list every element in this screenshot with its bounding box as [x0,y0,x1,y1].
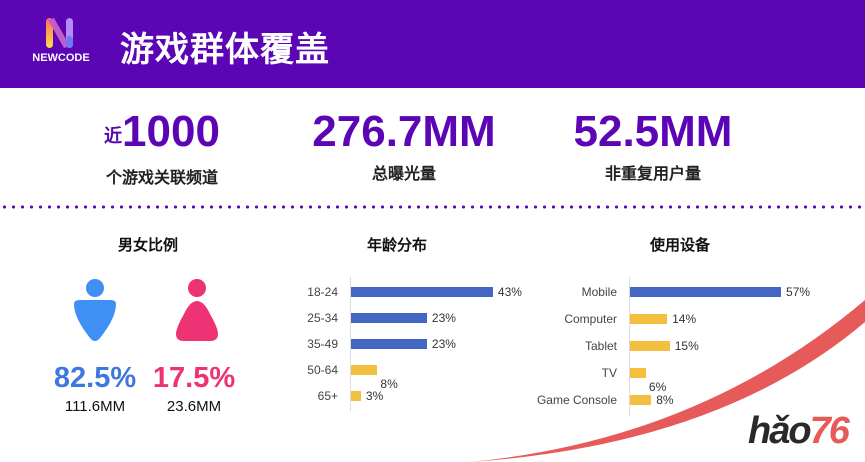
age-value-label: 8% [380,377,398,391]
age-value-label: 43% [497,285,522,299]
female-count: 23.6MM [166,398,222,415]
age-value-label: 3% [365,389,384,403]
device-bar [630,395,652,405]
device-category-label: Game Console [536,393,617,407]
stat-prefix: 近 [104,126,123,146]
device-category-label: Tablet [584,339,617,353]
age-bar [351,391,361,401]
watermark-main: hǎo [748,410,812,452]
stat-label: 个游戏关联频道 [105,170,218,187]
male-percent: 82.5% [53,362,137,394]
header-bar: NEWCODE 游戏群体覆盖 [0,0,865,88]
age-bar [351,339,427,349]
age-value-label: 23% [431,337,456,351]
device-category-label: TV [601,366,617,380]
device-value-label: 8% [656,393,674,407]
age-value-label: 23% [431,311,456,325]
age-category-label: 65+ [317,389,338,403]
device-bar [630,368,646,378]
age-category-label: 35-49 [307,337,338,351]
device-value-label: 15% [674,339,699,353]
device-value-label: 57% [786,285,811,299]
age-category-label: 25-34 [307,311,338,325]
device-bar [630,314,668,324]
stat-label: 非重复用户量 [604,166,701,183]
age-chart-axis [350,277,351,411]
device-value-label: 14% [672,312,697,326]
age-bar [351,287,493,297]
newcode-logo-icon [46,18,73,48]
page-title: 游戏群体覆盖 [120,31,330,69]
male-count: 111.6MM [64,398,126,415]
logo-text: NEWCODE [32,52,90,64]
hao76-watermark: hǎo76 [748,410,850,453]
device-category-label: Mobile [581,285,617,299]
stat-value: 52.5MM [573,107,733,156]
stat-exposure: 276.7MM 总曝光量 [284,108,524,184]
stat-unique-users: 52.5MM 非重复用户量 [533,108,773,184]
age-category-label: 50-64 [307,363,338,377]
device-chart-title: 使用设备 [649,237,710,254]
device-value-label: 6% [648,380,667,394]
dotted-divider [0,205,865,209]
male-icon [74,279,116,341]
age-category-label: 18-24 [307,285,338,299]
age-bar [351,313,427,323]
device-bar [630,341,670,351]
stat-value: 276.7MM [312,107,496,156]
watermark-accent: 76 [809,410,850,452]
female-icon [176,279,218,341]
stat-channels: 近1000 个游戏关联频道 [42,108,282,188]
age-chart-title: 年龄分布 [366,237,427,254]
device-bar [630,287,782,297]
device-category-label: Computer [564,312,617,326]
stat-value: 1000 [122,107,220,156]
age-bar [351,365,378,375]
device-chart-axis [629,277,630,416]
female-percent: 17.5% [152,362,236,394]
gender-title: 男女比例 [117,237,178,254]
stat-label: 总曝光量 [371,166,436,183]
